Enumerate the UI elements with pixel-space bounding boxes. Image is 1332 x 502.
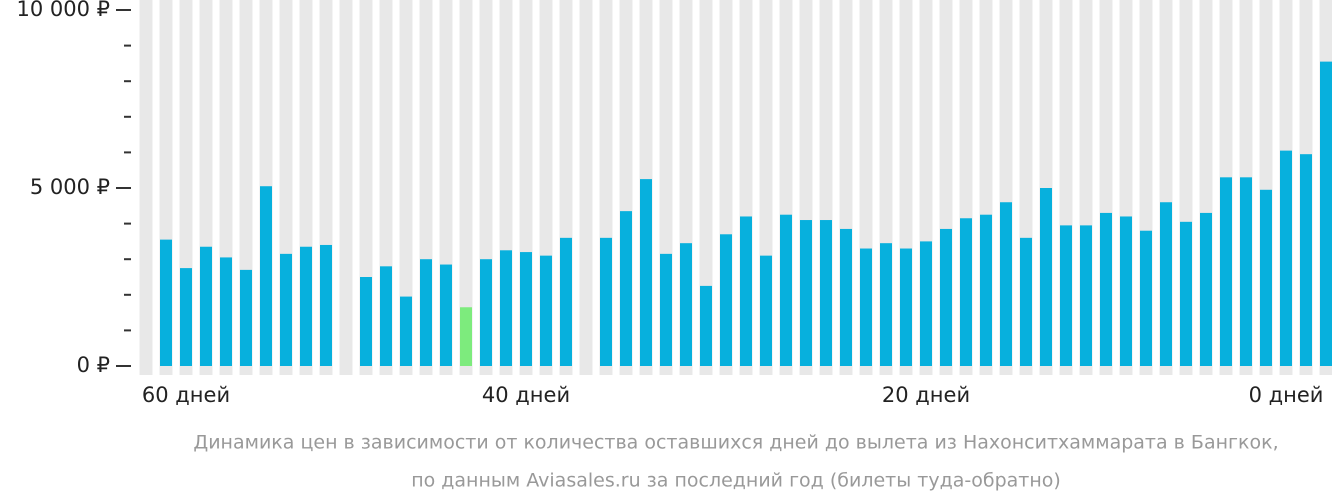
bar bbox=[380, 266, 392, 366]
bar bbox=[1160, 202, 1172, 366]
bar bbox=[660, 253, 672, 366]
caption: по данным Aviasales.ru за последний год … bbox=[411, 470, 1061, 492]
bar bbox=[980, 214, 992, 366]
bar bbox=[320, 244, 332, 366]
bar bbox=[560, 237, 572, 366]
bar bbox=[280, 253, 292, 366]
bar bbox=[1120, 216, 1132, 366]
column-bg bbox=[139, 0, 153, 375]
bar bbox=[820, 220, 832, 366]
bar bbox=[720, 234, 732, 366]
bar bbox=[1180, 221, 1192, 366]
x-tick-label: 40 дней bbox=[482, 383, 570, 407]
x-tick-label: 0 дней bbox=[1249, 383, 1324, 407]
bar bbox=[1040, 188, 1052, 366]
bar bbox=[1080, 225, 1092, 366]
bar bbox=[620, 211, 632, 366]
bar bbox=[1260, 189, 1272, 366]
bar bbox=[1200, 212, 1212, 366]
bar bbox=[440, 264, 452, 366]
bar bbox=[1320, 61, 1332, 367]
bar bbox=[420, 259, 432, 366]
bar bbox=[220, 257, 232, 366]
bar bbox=[260, 186, 272, 366]
bar bbox=[460, 307, 472, 366]
bar bbox=[1020, 237, 1032, 366]
bar bbox=[920, 241, 932, 366]
bar bbox=[240, 269, 252, 366]
bar bbox=[360, 277, 372, 366]
bar bbox=[800, 220, 812, 366]
bar bbox=[1060, 225, 1072, 366]
bar bbox=[180, 268, 192, 366]
x-tick-label: 20 дней bbox=[882, 383, 970, 407]
bar bbox=[500, 250, 512, 366]
bar bbox=[840, 228, 852, 366]
bar bbox=[1220, 177, 1232, 366]
bar bbox=[680, 243, 692, 366]
bar bbox=[780, 214, 792, 366]
bar bbox=[700, 285, 712, 366]
bar bbox=[640, 179, 652, 366]
bar bbox=[400, 296, 412, 366]
bar bbox=[1240, 177, 1252, 366]
bar bbox=[480, 259, 492, 366]
bar bbox=[200, 246, 212, 366]
column-bg bbox=[579, 0, 593, 375]
bar bbox=[540, 255, 552, 366]
y-tick-label: 10 000 ₽ bbox=[16, 0, 110, 21]
bar bbox=[1100, 212, 1112, 366]
bar bbox=[300, 246, 312, 366]
bar bbox=[1140, 230, 1152, 366]
x-tick-label: 60 дней bbox=[142, 383, 230, 407]
bar bbox=[600, 237, 612, 366]
bar bbox=[880, 243, 892, 366]
bar bbox=[960, 218, 972, 366]
column-bg bbox=[339, 0, 353, 375]
bar bbox=[900, 248, 912, 366]
y-tick-label: 0 ₽ bbox=[77, 353, 110, 377]
column-bg bbox=[459, 0, 473, 375]
bar bbox=[760, 255, 772, 366]
bar bbox=[860, 248, 872, 366]
bar bbox=[160, 239, 172, 366]
bar bbox=[1000, 202, 1012, 366]
bar bbox=[1280, 150, 1292, 366]
caption: Динамика цен в зависимости от количества… bbox=[193, 432, 1278, 454]
bar bbox=[1300, 154, 1312, 366]
bar bbox=[740, 216, 752, 366]
column-bg bbox=[699, 0, 713, 375]
y-tick-label: 5 000 ₽ bbox=[30, 175, 110, 199]
column-bg bbox=[399, 0, 413, 375]
bar bbox=[940, 228, 952, 366]
bar bbox=[520, 252, 532, 366]
